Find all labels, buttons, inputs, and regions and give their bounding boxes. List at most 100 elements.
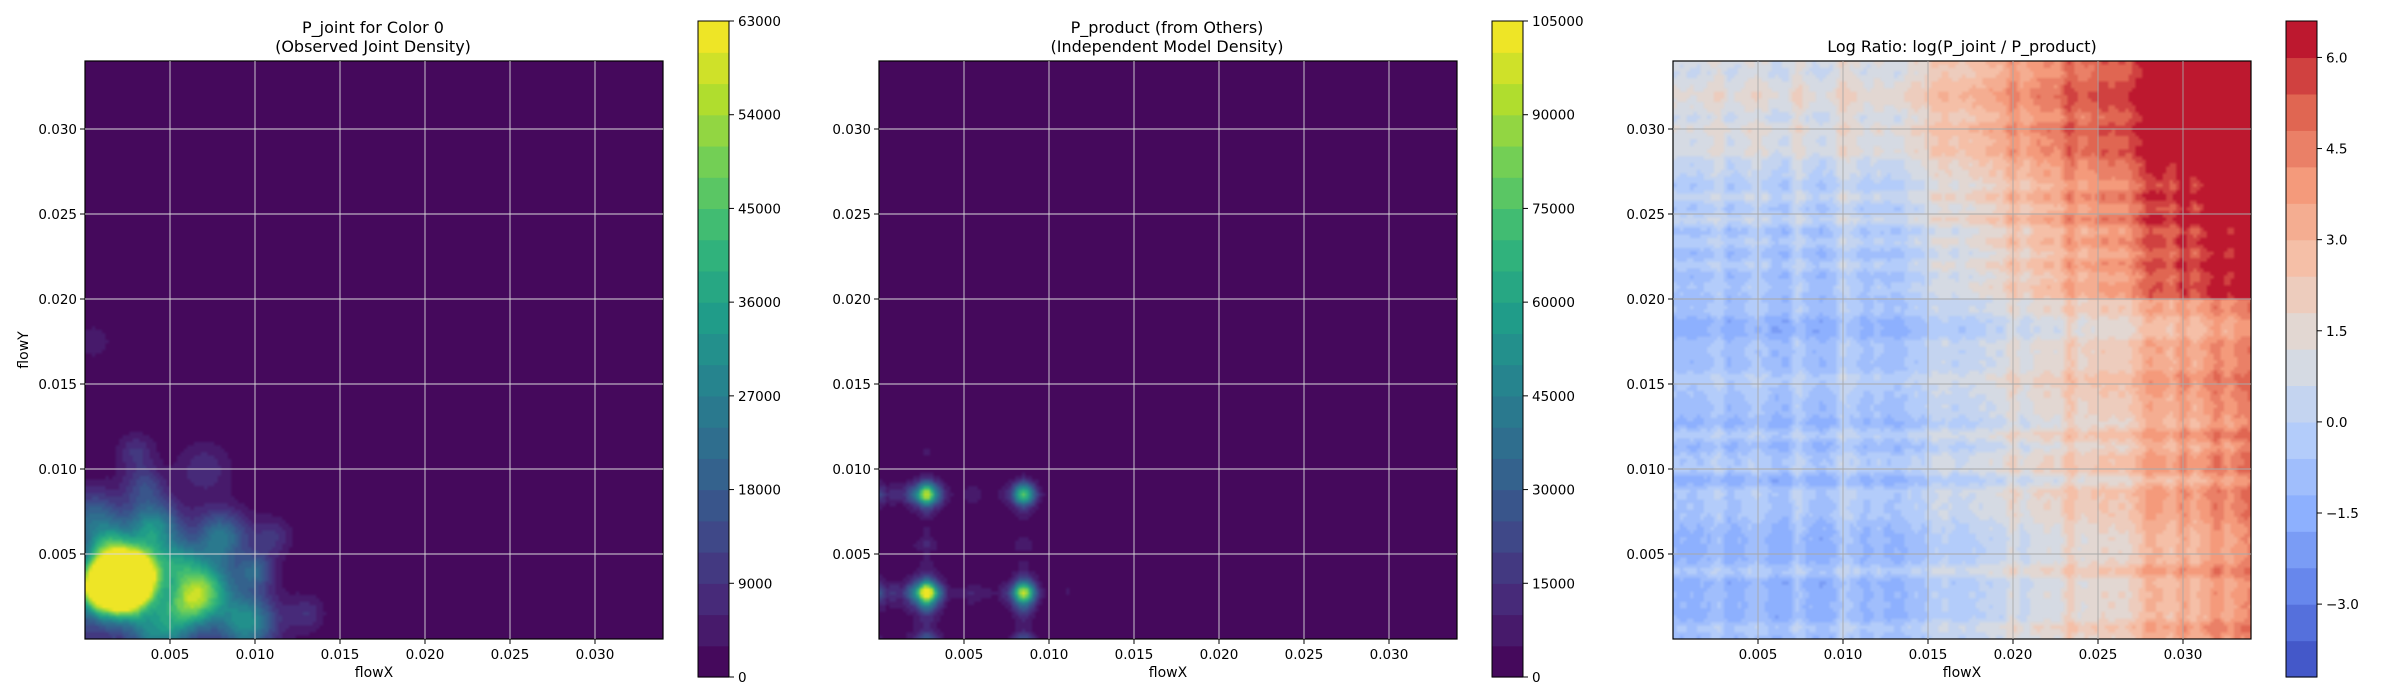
product-density-colorbar: 0 15000 30000 45000 60000 75000 90000 105000 xyxy=(1491,14,1584,686)
colorbar-tick-label: 0 xyxy=(1532,670,1541,686)
y-tick-label: 0.015 xyxy=(1626,377,1665,393)
colorbar-band xyxy=(698,52,729,85)
x-tick-label: 0.020 xyxy=(1200,647,1239,663)
y-tick-label: 0.005 xyxy=(1626,547,1665,563)
colorbar-band xyxy=(1492,552,1523,584)
colorbar-band xyxy=(2286,531,2317,569)
x-tick-label: 0.025 xyxy=(491,647,530,663)
y-tick-label: 0.010 xyxy=(1626,462,1665,478)
colorbar-band xyxy=(1492,302,1523,334)
x-tick-label: 0.030 xyxy=(576,647,615,663)
log-ratio-plot-area: 0.005 0.010 0.015 0.020 0.025 0.030 0.005 0.01… xyxy=(1626,60,2252,663)
log-ratio-colorbar-frame xyxy=(2285,20,2318,678)
x-tick-label: 0.005 xyxy=(151,647,190,663)
x-tick-label: 0.005 xyxy=(945,647,984,663)
colorbar-band xyxy=(1492,270,1523,303)
colorbar-band xyxy=(698,302,729,334)
colorbar-band xyxy=(698,645,729,678)
colorbar-tick-label: 30000 xyxy=(1532,483,1575,499)
colorbar-band xyxy=(2286,421,2317,459)
colorbar-band xyxy=(1492,645,1523,678)
joint-density-x-ticks: 0.005 0.010 0.015 0.020 0.025 0.030 xyxy=(151,639,615,663)
colorbar-tick-label: 45000 xyxy=(738,201,781,217)
colorbar-band xyxy=(2286,385,2317,423)
colorbar-band xyxy=(698,177,729,210)
colorbar-tick-label: 54000 xyxy=(738,108,781,124)
colorbar-band xyxy=(698,520,729,553)
colorbar-band xyxy=(1492,239,1523,272)
y-tick-label: 0.005 xyxy=(38,547,77,563)
colorbar-tick-label: 0 xyxy=(738,670,747,686)
colorbar-band xyxy=(698,270,729,303)
colorbar-band xyxy=(1492,614,1523,647)
colorbar-band xyxy=(698,364,729,397)
product-density-colorbar-ticks: 0 15000 30000 45000 60000 75000 90000 105000 xyxy=(1523,14,1584,686)
joint-density-colorbar-ticks: 0 9000 18000 27000 36000 45000 54000 63000 xyxy=(729,14,781,686)
joint-density-colorbar: 0 9000 18000 27000 36000 45000 54000 63000 xyxy=(697,14,781,686)
product-density-title-line2: (Independent Model Density) xyxy=(1051,37,1284,56)
colorbar-band xyxy=(2286,567,2317,605)
colorbar-band xyxy=(1492,177,1523,210)
colorbar-band xyxy=(1492,583,1523,616)
colorbar-tick-label: 4.5 xyxy=(2326,142,2347,158)
y-tick-label: 0.030 xyxy=(1626,122,1665,138)
colorbar-band xyxy=(2286,312,2317,350)
y-tick-label: 0.015 xyxy=(38,377,77,393)
y-tick-label: 0.010 xyxy=(38,462,77,478)
colorbar-band xyxy=(2286,203,2317,241)
joint-density-plot-area: 0.005 0.010 0.015 0.020 0.025 0.030 0.005 0.01… xyxy=(38,60,664,663)
colorbar-band xyxy=(1492,83,1523,116)
log-ratio-grid xyxy=(1673,61,2251,639)
colorbar-band xyxy=(1492,21,1523,53)
x-tick-label: 0.020 xyxy=(1994,647,2033,663)
x-tick-label: 0.015 xyxy=(1909,647,1948,663)
product-density-grid xyxy=(879,61,1457,639)
y-tick-label: 0.015 xyxy=(832,377,871,393)
colorbar-band xyxy=(2286,21,2317,59)
log-ratio-colorbar: 6.0 4.5 3.0 1.5 0.0 −1.5 −3.0 xyxy=(2285,20,2359,678)
colorbar-tick-label: 6.0 xyxy=(2326,50,2347,66)
x-tick-label: 0.010 xyxy=(1030,647,1069,663)
y-tick-label: 0.030 xyxy=(38,122,77,138)
joint-density-x-label: flowX xyxy=(355,665,394,681)
colorbar-band xyxy=(1492,520,1523,553)
x-tick-label: 0.005 xyxy=(1739,647,1778,663)
colorbar-band xyxy=(698,239,729,272)
colorbar-tick-label: 90000 xyxy=(1532,108,1575,124)
colorbar-band xyxy=(698,614,729,647)
colorbar-band xyxy=(698,583,729,616)
x-tick-label: 0.025 xyxy=(2079,647,2118,663)
colorbar-band xyxy=(2286,239,2317,277)
product-density-colorbar-frame xyxy=(1491,20,1524,678)
colorbar-band xyxy=(1492,395,1523,428)
log-ratio-y-ticks: 0.005 0.010 0.015 0.020 0.025 0.030 xyxy=(1626,122,1673,563)
product-density-heatmap xyxy=(879,61,1457,639)
colorbar-band xyxy=(2286,57,2317,95)
x-tick-label: 0.025 xyxy=(1285,647,1324,663)
colorbar-band xyxy=(2286,494,2317,532)
colorbar-tick-label: 9000 xyxy=(738,576,772,592)
colorbar-band xyxy=(698,427,729,459)
y-tick-label: 0.005 xyxy=(832,547,871,563)
joint-density-heatmap xyxy=(85,61,663,639)
colorbar-tick-label: 45000 xyxy=(1532,389,1575,405)
colorbar-tick-label: 0.0 xyxy=(2326,415,2347,431)
colorbar-tick-label: 75000 xyxy=(1532,201,1575,217)
colorbar-band xyxy=(1492,145,1523,178)
colorbar-band xyxy=(1492,208,1523,241)
log-ratio-heatmap xyxy=(1673,61,2251,639)
x-tick-label: 0.015 xyxy=(1115,647,1154,663)
product-density-title-line1: P_product (from Others) xyxy=(1071,18,1264,38)
colorbar-band xyxy=(698,145,729,178)
x-tick-label: 0.030 xyxy=(1370,647,1409,663)
colorbar-band xyxy=(2286,604,2317,642)
colorbar-band xyxy=(698,21,729,53)
product-density-x-label: flowX xyxy=(1149,665,1188,681)
colorbar-band xyxy=(698,333,729,366)
x-tick-label: 0.030 xyxy=(2164,647,2203,663)
colorbar-band xyxy=(2286,276,2317,314)
colorbar-band xyxy=(698,395,729,428)
colorbar-band xyxy=(1492,114,1523,147)
colorbar-band xyxy=(2286,93,2317,131)
